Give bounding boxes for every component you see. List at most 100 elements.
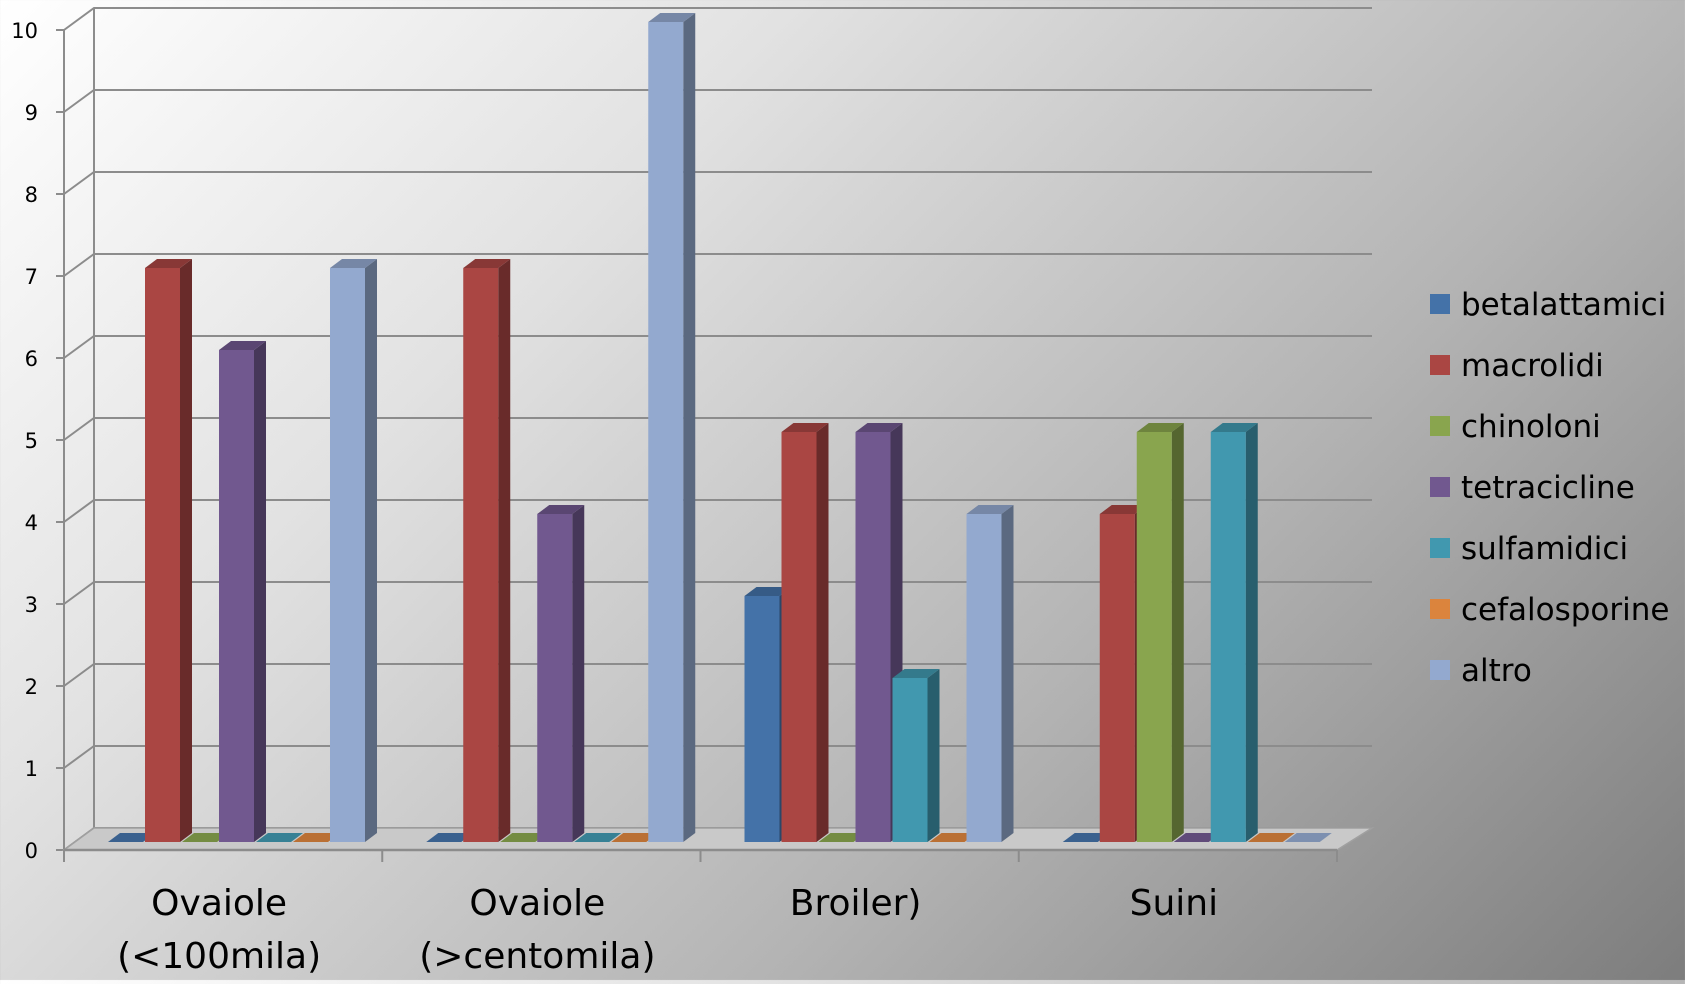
bar-front: [1210, 432, 1246, 842]
bar-top: [1136, 423, 1184, 432]
bar-front: [1099, 514, 1135, 842]
bar-top: [537, 505, 585, 514]
x-category-label: Ovaiole: [151, 883, 287, 924]
bar: [256, 833, 303, 842]
y-tick-label: 10: [11, 19, 38, 43]
legend-label: macrolidi: [1461, 348, 1604, 384]
bar-front: [781, 432, 817, 842]
bar: [219, 341, 266, 842]
bar-front: [145, 268, 180, 842]
legend-label: chinoloni: [1461, 409, 1601, 445]
bar-front: [744, 596, 780, 842]
bar-front: [537, 514, 573, 842]
y-tick-label: 6: [25, 347, 38, 371]
legend-swatch: [1430, 538, 1450, 558]
y-tick-label: 0: [25, 839, 38, 863]
bar-front: [330, 268, 365, 842]
bar-front: [892, 678, 928, 842]
bar-zero: [818, 833, 866, 842]
bar-zero: [426, 833, 474, 842]
bar-zero: [611, 833, 659, 842]
x-category-label: Ovaiole: [469, 883, 605, 924]
bar: [108, 833, 155, 842]
y-tick-label: 5: [25, 429, 38, 453]
legend-swatch: [1430, 599, 1450, 619]
bar-zero: [1284, 833, 1332, 842]
bar: [781, 423, 829, 842]
bar-side: [180, 259, 192, 842]
gridline: [63, 253, 1372, 277]
bar-zero: [1062, 833, 1110, 842]
bar: [1247, 833, 1295, 842]
bar: [1062, 833, 1110, 842]
bar: [330, 259, 377, 842]
gridline: [63, 7, 1372, 31]
y-tick-label: 1: [25, 757, 38, 781]
x-category-label: Suini: [1130, 883, 1219, 924]
bar-front: [648, 22, 684, 842]
bar-side: [498, 259, 511, 842]
bars: [108, 13, 1332, 842]
bar: [500, 833, 548, 842]
bar-side: [572, 505, 585, 842]
legend-label: altro: [1461, 653, 1532, 689]
y-tick-label: 7: [25, 265, 38, 289]
y-tick-label: 3: [25, 593, 38, 617]
bar: [574, 833, 622, 842]
x-category-label: (<100mila): [117, 936, 321, 977]
bar-front: [463, 268, 499, 842]
bar: [929, 833, 977, 842]
bar-top: [219, 341, 266, 350]
bar-top: [145, 259, 192, 268]
bar: [426, 833, 474, 842]
bar-zero: [1247, 833, 1295, 842]
bar: [1210, 423, 1258, 842]
bar-zero: [500, 833, 548, 842]
legend-label: betalattamici: [1461, 287, 1666, 323]
bar: [1173, 833, 1221, 842]
bar: [145, 259, 192, 842]
axes: [56, 8, 1375, 862]
bar-side: [1001, 505, 1014, 842]
bar-front: [1136, 432, 1172, 842]
bar-front: [966, 514, 1002, 842]
bar-front: [219, 350, 254, 842]
bar: [1136, 423, 1184, 842]
bar-top: [855, 423, 903, 432]
x-category-label: Broiler): [790, 883, 922, 924]
legend-swatch: [1430, 660, 1450, 680]
x-category-label: (>centomila): [419, 936, 655, 977]
bar-zero: [929, 833, 977, 842]
bar-front: [855, 432, 891, 842]
bar: [537, 505, 585, 842]
y-tick-label: 2: [25, 675, 38, 699]
y-tick-label: 9: [25, 101, 38, 125]
y-tick-label: 8: [25, 183, 38, 207]
bar: [463, 259, 511, 842]
bar-side: [365, 259, 377, 842]
bar-side: [1245, 423, 1258, 842]
gridline: [63, 89, 1372, 113]
x-axis-labels: Ovaiole (<100mila) Ovaiole (>centomila) Broi…: [117, 883, 1218, 977]
bar: [892, 669, 940, 842]
gridline: [63, 171, 1372, 195]
bar-top: [781, 423, 829, 432]
legend-swatch: [1430, 294, 1450, 314]
bar: [293, 833, 340, 842]
bar-side: [816, 423, 829, 842]
bar-side: [254, 341, 266, 842]
legend-swatch: [1430, 416, 1450, 436]
bar: [1284, 833, 1332, 842]
bar: [182, 833, 229, 842]
bar-side: [683, 13, 696, 842]
bar: [648, 13, 696, 842]
bar-zero: [293, 833, 340, 842]
legend-swatch: [1430, 477, 1450, 497]
bar-top: [463, 259, 511, 268]
bar-top: [330, 259, 377, 268]
legend-label: sulfamidici: [1461, 531, 1628, 567]
bar-top: [1210, 423, 1258, 432]
bar: [611, 833, 659, 842]
y-axis-ticks: 0 1 2 3 4 5 6 7 8 9 10: [11, 19, 38, 863]
